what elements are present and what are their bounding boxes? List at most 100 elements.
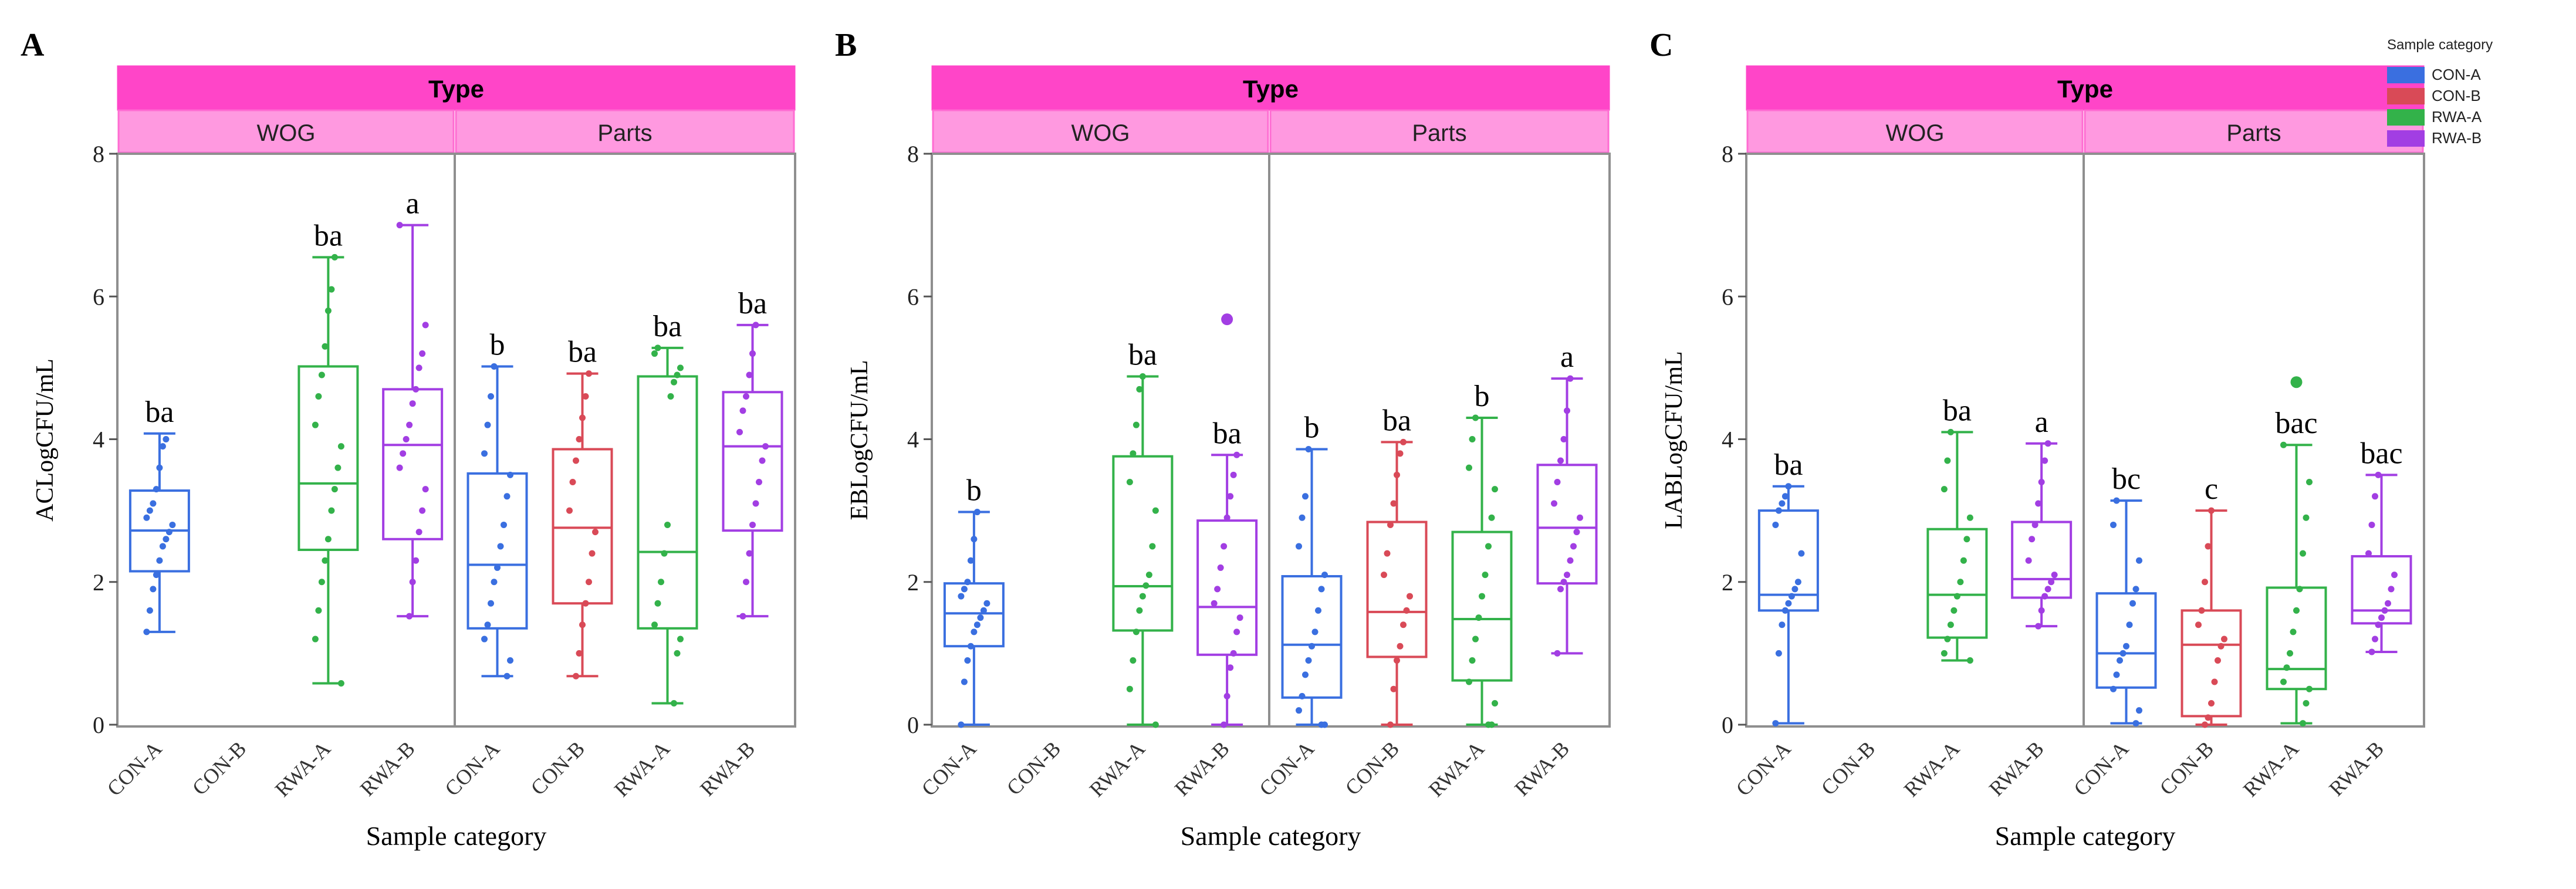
data-point bbox=[1400, 621, 1407, 628]
data-point bbox=[1953, 593, 1960, 600]
data-point bbox=[1407, 593, 1413, 600]
data-point bbox=[2365, 550, 2372, 557]
data-point bbox=[1223, 514, 1230, 521]
data-point bbox=[2031, 521, 2039, 528]
y-tick-label: 6 bbox=[907, 283, 919, 310]
data-point bbox=[1564, 407, 1570, 414]
panel-letter: B bbox=[835, 27, 857, 63]
significance-letter: ba bbox=[653, 310, 682, 343]
data-point bbox=[967, 557, 974, 564]
data-point bbox=[1944, 636, 1951, 643]
data-point bbox=[1211, 600, 1218, 607]
data-point bbox=[415, 529, 422, 536]
data-point bbox=[156, 557, 163, 564]
y-tick-label: 2 bbox=[93, 569, 104, 596]
data-point bbox=[1557, 457, 1564, 464]
y-tick-label: 4 bbox=[907, 427, 919, 453]
data-point bbox=[1779, 500, 1786, 507]
iqr-box bbox=[2011, 520, 2073, 599]
data-point bbox=[2385, 600, 2391, 607]
data-point bbox=[1384, 550, 1391, 557]
legend-swatch bbox=[2387, 109, 2425, 126]
x-tick-label: RWA-A bbox=[271, 736, 335, 801]
data-point bbox=[958, 721, 965, 728]
data-point bbox=[494, 564, 501, 571]
data-point bbox=[1302, 671, 1309, 678]
data-point bbox=[2126, 621, 2133, 628]
data-point bbox=[2025, 557, 2032, 564]
data-point bbox=[1321, 721, 1328, 728]
data-point bbox=[324, 536, 332, 543]
data-point bbox=[153, 486, 160, 493]
data-point bbox=[2035, 500, 2042, 507]
significance-letter: bc bbox=[2112, 462, 2141, 496]
data-point bbox=[159, 443, 166, 450]
x-tick-label: RWA-B bbox=[1170, 736, 1234, 800]
iqr-box bbox=[1536, 464, 1598, 585]
data-point bbox=[983, 600, 990, 607]
data-point bbox=[2041, 457, 2048, 464]
data-point bbox=[573, 672, 579, 680]
panel-letter: C bbox=[1649, 27, 1673, 63]
data-point bbox=[2123, 643, 2129, 650]
data-point bbox=[1781, 493, 1789, 500]
data-point bbox=[2372, 493, 2378, 500]
data-point bbox=[654, 344, 661, 351]
data-point bbox=[2391, 572, 2398, 579]
data-point bbox=[586, 579, 592, 586]
x-tick-label: RWA-B bbox=[2324, 736, 2388, 800]
data-point bbox=[501, 521, 507, 528]
y-tick-label: 2 bbox=[907, 569, 919, 596]
data-point bbox=[419, 350, 426, 357]
significance-letter: ba bbox=[1128, 338, 1157, 371]
data-point bbox=[961, 586, 968, 593]
data-point bbox=[579, 414, 586, 421]
iqr-box bbox=[1281, 575, 1343, 699]
data-point bbox=[671, 378, 677, 386]
group-strip bbox=[117, 109, 455, 154]
data-point bbox=[2132, 586, 2139, 593]
group-strip bbox=[2084, 109, 2424, 154]
legend-label: RWA-B bbox=[2432, 129, 2482, 147]
data-point bbox=[2306, 685, 2313, 692]
data-point bbox=[1214, 586, 1221, 593]
data-point bbox=[2378, 614, 2385, 621]
data-point bbox=[312, 421, 319, 428]
data-point bbox=[1781, 607, 1789, 614]
data-point bbox=[573, 457, 579, 464]
data-point bbox=[2195, 621, 2202, 628]
significance-letter: b bbox=[490, 328, 505, 361]
iqr-box bbox=[298, 365, 359, 552]
x-tick-label: RWA-B bbox=[695, 736, 759, 800]
data-point bbox=[1573, 529, 1580, 536]
data-point bbox=[1577, 514, 1583, 521]
x-tick-label: RWA-B bbox=[1985, 736, 2048, 800]
data-point bbox=[752, 500, 759, 507]
iqr-box bbox=[722, 391, 783, 532]
data-point bbox=[1472, 636, 1479, 643]
data-point bbox=[150, 500, 157, 507]
data-point bbox=[967, 643, 974, 650]
data-point bbox=[497, 543, 504, 550]
data-point bbox=[1960, 557, 1967, 564]
x-axis-label: Sample category bbox=[1995, 821, 2176, 851]
data-point bbox=[413, 386, 420, 393]
data-point bbox=[1221, 543, 1228, 550]
data-point bbox=[1466, 464, 1472, 471]
panel-letter: A bbox=[21, 27, 45, 63]
data-point bbox=[1570, 543, 1577, 550]
data-point bbox=[1944, 457, 1951, 464]
data-point bbox=[651, 350, 658, 357]
group-strip bbox=[1269, 109, 1610, 154]
data-point bbox=[337, 680, 344, 687]
iqr-box bbox=[2181, 609, 2242, 718]
data-point bbox=[146, 507, 153, 514]
data-point bbox=[1488, 721, 1495, 728]
data-point bbox=[1149, 543, 1156, 550]
group-label: WOG bbox=[1886, 120, 1945, 146]
data-point bbox=[1957, 579, 1964, 586]
data-point bbox=[1223, 692, 1230, 699]
significance-letter: a bbox=[1560, 340, 1574, 374]
data-point bbox=[1133, 421, 1140, 428]
plot-frame-right bbox=[454, 153, 796, 728]
